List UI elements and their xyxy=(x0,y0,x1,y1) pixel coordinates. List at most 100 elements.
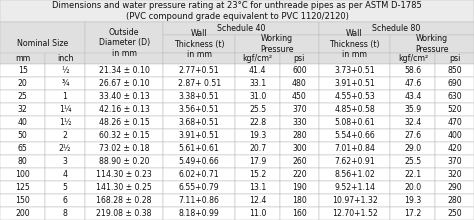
Bar xyxy=(164,35,235,53)
Text: 19.3: 19.3 xyxy=(249,131,266,140)
Bar xyxy=(45,168,85,181)
Bar xyxy=(45,155,85,168)
Text: 370: 370 xyxy=(292,105,307,114)
Text: psi: psi xyxy=(449,54,460,63)
Text: inch: inch xyxy=(57,54,73,63)
Bar xyxy=(235,129,280,142)
Text: Wall
Thickness (t)
in mm: Wall Thickness (t) in mm xyxy=(174,29,224,59)
Bar xyxy=(45,181,85,194)
Bar xyxy=(164,53,235,64)
Bar xyxy=(436,103,474,116)
Bar xyxy=(436,90,474,103)
Bar xyxy=(0,77,45,90)
Text: 25: 25 xyxy=(18,92,27,101)
Text: 4: 4 xyxy=(63,170,68,179)
Text: 4.85+0.58: 4.85+0.58 xyxy=(334,105,375,114)
Text: 26.67 ± 0.10: 26.67 ± 0.10 xyxy=(99,79,149,88)
Bar xyxy=(0,207,45,220)
Bar xyxy=(280,103,319,116)
Text: 5.54+0.66: 5.54+0.66 xyxy=(334,131,375,140)
Text: 3.68+0.51: 3.68+0.51 xyxy=(179,118,219,127)
Bar xyxy=(235,168,280,181)
Text: 420: 420 xyxy=(447,144,462,153)
Text: 3.91+0.51: 3.91+0.51 xyxy=(179,131,219,140)
Bar xyxy=(164,207,235,220)
Bar xyxy=(436,155,474,168)
Text: 15.2: 15.2 xyxy=(249,170,266,179)
Bar xyxy=(164,194,235,207)
Bar xyxy=(280,53,319,64)
Bar xyxy=(319,142,391,155)
Bar xyxy=(85,168,164,181)
Text: psi: psi xyxy=(294,54,305,63)
Bar xyxy=(45,53,85,64)
Text: 219.08 ± 0.38: 219.08 ± 0.38 xyxy=(96,209,152,218)
Text: 22.8: 22.8 xyxy=(249,118,266,127)
Bar xyxy=(45,142,85,155)
Bar xyxy=(280,90,319,103)
Text: 21.34 ± 0.10: 21.34 ± 0.10 xyxy=(99,66,150,75)
Bar xyxy=(85,142,164,155)
Bar xyxy=(45,129,85,142)
Text: 280: 280 xyxy=(292,131,307,140)
Bar xyxy=(319,207,391,220)
Bar xyxy=(280,168,319,181)
Text: 3.56+0.51: 3.56+0.51 xyxy=(179,105,219,114)
Bar xyxy=(280,129,319,142)
Bar xyxy=(0,155,45,168)
Bar xyxy=(0,142,45,155)
Text: 6.02+0.71: 6.02+0.71 xyxy=(179,170,219,179)
Text: 7.11+0.86: 7.11+0.86 xyxy=(179,196,219,205)
Bar xyxy=(164,103,235,116)
Bar xyxy=(391,103,436,116)
Text: 370: 370 xyxy=(447,157,462,166)
Bar xyxy=(85,103,164,116)
Text: 43.4: 43.4 xyxy=(404,92,421,101)
Text: 1½: 1½ xyxy=(59,118,71,127)
Text: 260: 260 xyxy=(292,157,307,166)
Bar xyxy=(319,155,391,168)
Bar xyxy=(45,103,85,116)
Text: ½: ½ xyxy=(61,66,69,75)
Bar xyxy=(235,142,280,155)
Bar xyxy=(85,194,164,207)
Bar xyxy=(45,64,85,77)
Text: 8.18+0.99: 8.18+0.99 xyxy=(179,209,219,218)
Bar xyxy=(280,194,319,207)
Bar xyxy=(85,90,164,103)
Bar xyxy=(0,194,45,207)
Bar xyxy=(319,64,391,77)
Bar xyxy=(235,181,280,194)
Bar xyxy=(45,90,85,103)
Text: 27.6: 27.6 xyxy=(404,131,421,140)
Text: 300: 300 xyxy=(292,144,307,153)
Text: 114.30 ± 0.23: 114.30 ± 0.23 xyxy=(96,170,152,179)
Bar xyxy=(85,22,164,64)
Text: 40: 40 xyxy=(18,118,27,127)
Bar xyxy=(0,181,45,194)
Bar xyxy=(319,116,391,129)
Text: 6.55+0.79: 6.55+0.79 xyxy=(179,183,219,192)
Bar xyxy=(391,181,436,194)
Bar xyxy=(391,194,436,207)
Text: 25.5: 25.5 xyxy=(404,157,421,166)
Text: 330: 330 xyxy=(292,118,307,127)
Text: 2.77+0.51: 2.77+0.51 xyxy=(179,66,219,75)
Bar xyxy=(0,90,45,103)
Bar xyxy=(391,116,436,129)
Bar xyxy=(0,53,45,64)
Bar xyxy=(164,22,319,35)
Text: 20.0: 20.0 xyxy=(404,183,421,192)
Text: 5.49+0.66: 5.49+0.66 xyxy=(179,157,219,166)
Text: 168.28 ± 0.28: 168.28 ± 0.28 xyxy=(96,196,152,205)
Bar xyxy=(235,53,280,64)
Text: 19.3: 19.3 xyxy=(404,196,421,205)
Bar xyxy=(280,207,319,220)
Text: 32: 32 xyxy=(18,105,27,114)
Text: 320: 320 xyxy=(447,170,462,179)
Bar xyxy=(436,194,474,207)
Bar xyxy=(436,53,474,64)
Text: 12.4: 12.4 xyxy=(249,196,266,205)
Text: 50: 50 xyxy=(18,131,27,140)
Text: Working
Pressure: Working Pressure xyxy=(415,34,449,54)
